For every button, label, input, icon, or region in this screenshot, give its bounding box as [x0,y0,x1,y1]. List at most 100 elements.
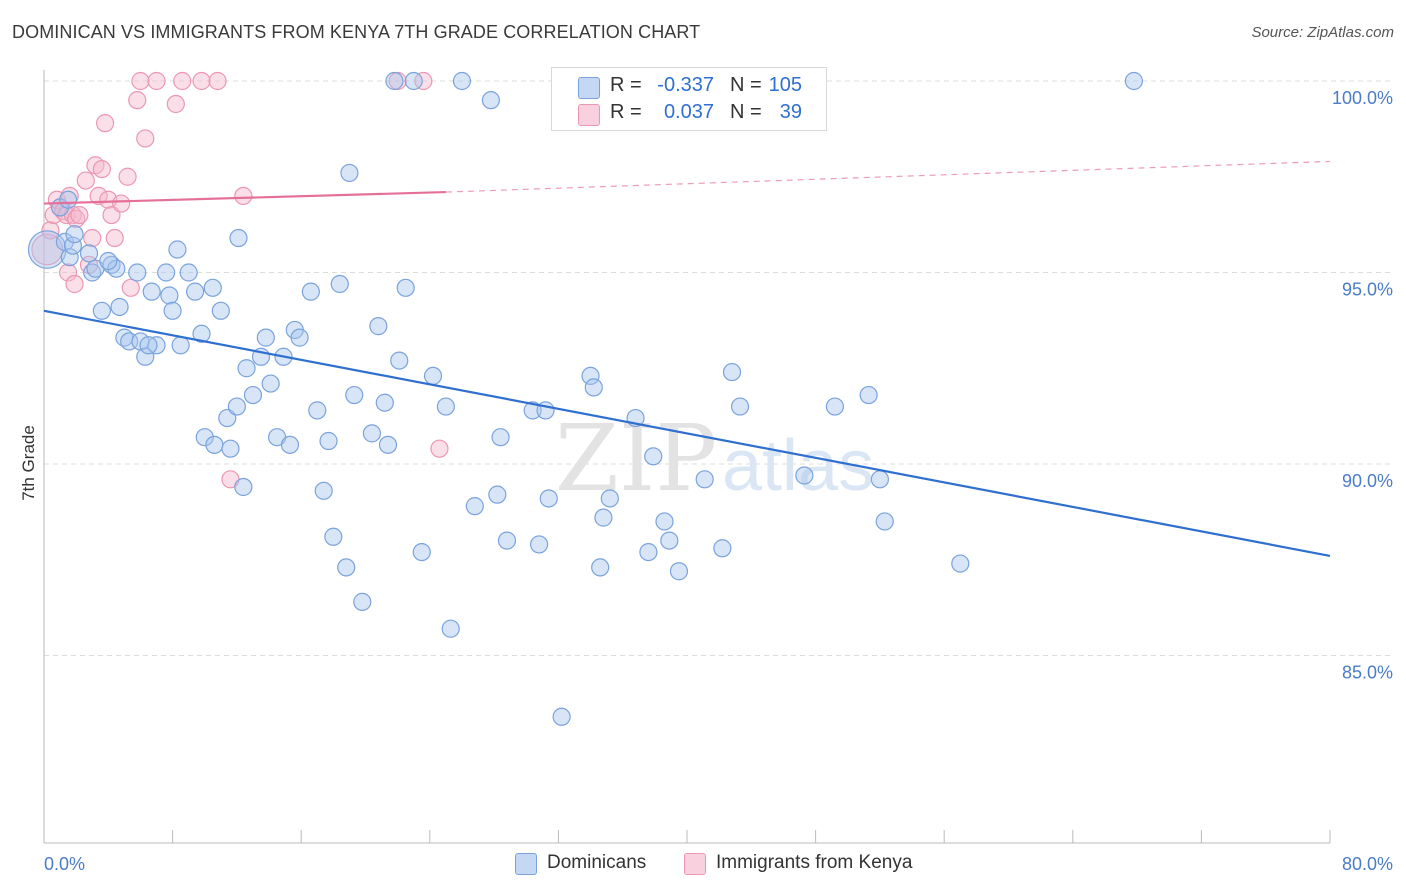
dominicans-point [290,328,309,347]
series-legend: Dominicans Immigrants from Kenya [0,852,1406,878]
kenya-point [76,171,95,190]
kenya-point [128,91,147,110]
dominicans-point [314,481,333,500]
dominicans-point [221,439,240,458]
dominicans-point [203,278,222,297]
dominicans-point [65,225,84,244]
legend-row-dominicans: R = -0.337 N = 105 [552,74,826,100]
y-tick-label: 85.0% [1342,663,1393,683]
dominicans-point [186,282,205,301]
kenya-point [70,205,89,225]
dominicans-point [378,435,398,454]
dominicans-point [591,558,610,577]
kenya-point [414,71,433,91]
dominicans-point [1124,71,1143,91]
dominicans-point [192,324,211,343]
legend-r-value: 0.037 [663,101,714,123]
kenya-point [430,439,449,458]
dominicans-point [345,385,364,405]
dominicans-point [362,424,382,443]
legend-label-dominicans: Dominicans [547,852,647,873]
dominicans-point [163,301,182,320]
kenya-point [65,274,84,294]
dominicans-point [211,301,230,320]
dominicans-point [168,240,187,259]
dominicans-point [237,359,256,378]
kenya-point [41,221,60,240]
dominicans-point [825,397,844,416]
legend-n-value: 105 [768,74,802,96]
dominicans-point [390,351,409,370]
dominicans-point [234,477,253,497]
kenya-point [121,278,140,297]
dominicans-point [481,91,500,110]
dominicans-point [404,71,423,91]
dominicans-point [539,489,558,508]
dominicans-point [256,328,275,347]
dominicans-point [205,435,224,454]
kenya-point [95,114,115,133]
dominicans-point [243,385,263,405]
dominicans-point [488,485,507,504]
y-tick-label: 90.0% [1342,471,1393,491]
dominicans-point [308,401,327,420]
legend-r-label: R = [610,101,642,123]
legend-label-kenya: Immigrants from Kenya [716,852,913,873]
axes [43,70,1331,844]
dominicans-point [92,301,111,320]
kenya-point [92,159,111,179]
dominicans-point [639,542,658,562]
dominicans-point [859,385,878,405]
legend-row-kenya: R = 0.037 N = 39 [552,101,826,127]
legend-r-label: R = [610,74,642,96]
series-dominicans-points [27,71,1143,726]
dominicans-point [669,562,689,581]
dominicans-point [730,397,750,416]
dominicans-point [436,397,455,416]
dominicans-point [280,435,300,454]
dominicans-point [396,278,415,297]
y-axis-label: 7th Grade [19,425,38,501]
legend-n-label: N = [730,74,762,96]
dominicans-point [157,263,176,282]
tick-labels: 100.0% 95.0% 90.0% 85.0% 0.0% 80.0% [44,88,1393,874]
dominicans-point [227,397,246,416]
dominicans-point [330,274,349,294]
dominicans-point [870,470,890,489]
dominicans-point [951,554,970,573]
dominicans-point [171,336,190,355]
dominicans-point [340,163,359,183]
legend-n-value: 39 [779,101,802,123]
dominicans-point [369,317,388,336]
dominicans-point [655,512,674,531]
dominicans-point [530,535,549,554]
dominicans-point [584,378,603,397]
dominicans-point [337,558,356,577]
kenya-point [83,228,102,248]
kenya-point [118,167,137,186]
dominicans-point [142,282,161,301]
dominicans-point [491,428,510,447]
dominicans-point [412,542,431,562]
kenya-point [59,263,78,282]
dominicans-point [301,282,320,301]
dominicans-point [110,297,129,317]
dominicans-point [59,190,78,209]
dominicans-point [79,244,99,263]
dominicans-point [581,366,600,386]
x-tick-label: 0.0% [44,854,85,874]
trend-lines [43,160,1331,558]
dominicans-point [353,592,372,611]
dominicans-point [441,619,460,638]
kenya-point [105,228,124,248]
dominicans-point [136,347,155,366]
dominicans-point [99,251,118,271]
dominicans-point [660,531,679,550]
kenya-trend-extension [445,160,1331,193]
dominicans-point [713,539,732,558]
dominicans-point [128,263,147,282]
kenya-point [131,71,150,91]
dominicans-point [875,512,894,531]
dominicans-point [63,236,83,255]
